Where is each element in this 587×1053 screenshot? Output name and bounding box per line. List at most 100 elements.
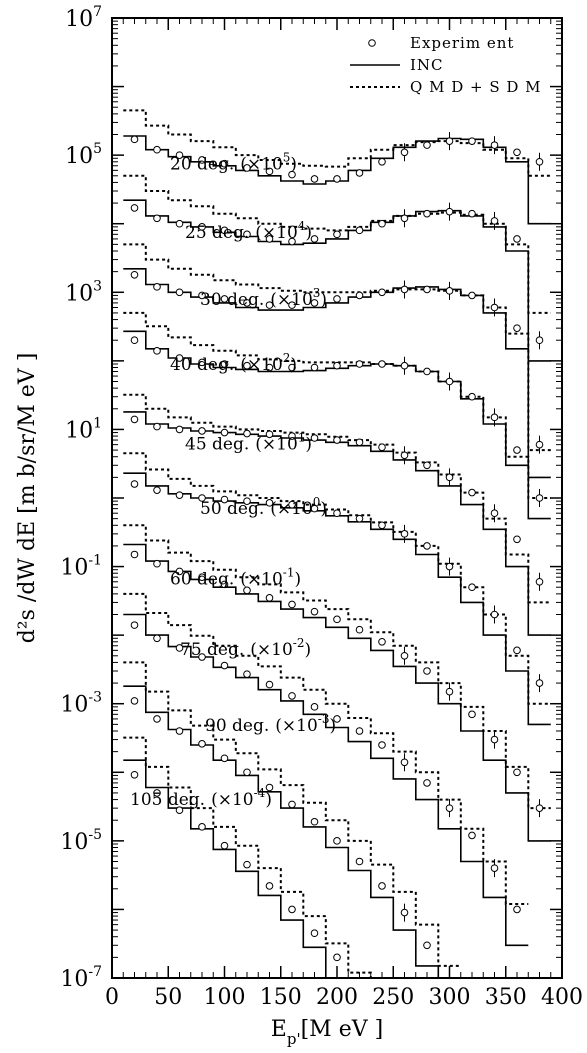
x-tick-label: 100 bbox=[204, 985, 246, 1010]
experiment-point bbox=[130, 621, 139, 629]
curve-factor-close: ) bbox=[304, 640, 311, 660]
curve-factor-close: ) bbox=[320, 499, 327, 519]
y-tick-label: 10-3 bbox=[60, 690, 102, 718]
experiment-point bbox=[153, 347, 161, 355]
curve-factor-exp: 5 bbox=[283, 150, 291, 164]
experiment-point bbox=[333, 436, 341, 444]
experiment-point bbox=[355, 169, 364, 177]
experiment-point bbox=[243, 164, 251, 172]
x-tick-label: 350 bbox=[485, 985, 527, 1010]
curve-label: 45 deg. (×101) bbox=[185, 430, 312, 454]
experiment-point bbox=[220, 661, 229, 670]
curve-factor-close: ) bbox=[305, 434, 312, 454]
experiment-point bbox=[243, 670, 251, 678]
experiment-point bbox=[288, 692, 296, 700]
qmd-sdm-curve bbox=[123, 524, 551, 810]
experiment-point bbox=[310, 299, 319, 307]
experiment-point bbox=[333, 837, 341, 845]
curve-factor-exp: 1 bbox=[298, 430, 306, 444]
inc-curve bbox=[123, 268, 551, 479]
experiment-point bbox=[198, 573, 206, 581]
experiment-point bbox=[153, 634, 161, 643]
experiment-point bbox=[243, 429, 251, 438]
series-group bbox=[123, 243, 551, 479]
series-group bbox=[123, 452, 551, 726]
experiment-point bbox=[400, 908, 409, 917]
experiment-point bbox=[310, 504, 319, 513]
y-tick-label: 107 bbox=[65, 4, 102, 32]
y-tick-label: 10-1 bbox=[60, 553, 102, 581]
experiment-point bbox=[288, 170, 296, 179]
curve-factor: (×10 bbox=[250, 640, 293, 660]
y-tick-label: 101 bbox=[65, 415, 102, 443]
series-group bbox=[123, 393, 551, 636]
series-group bbox=[123, 524, 551, 842]
y-tick-base: 10 bbox=[60, 967, 88, 992]
experiment-point bbox=[220, 754, 229, 763]
experiment-point bbox=[445, 137, 454, 145]
x-axis-title-sub: p' bbox=[287, 1030, 301, 1048]
y-tick-exponent: 5 bbox=[93, 141, 102, 157]
y-tick-label: 103 bbox=[65, 278, 102, 306]
y-tick-label: 105 bbox=[65, 141, 102, 169]
experiment-point bbox=[490, 610, 499, 619]
experiment-point bbox=[153, 422, 161, 431]
experiment-point bbox=[220, 428, 229, 437]
experiment-point bbox=[198, 223, 206, 231]
experiment-point bbox=[378, 882, 386, 890]
curve-label: 40 deg. (×102) bbox=[170, 351, 297, 375]
experiment-point bbox=[378, 157, 386, 166]
experiment-point bbox=[198, 740, 206, 748]
experiment-point bbox=[243, 586, 251, 595]
experiment-point bbox=[198, 358, 206, 367]
curve-factor: (×10 bbox=[240, 355, 283, 375]
x-tick-label: 400 bbox=[541, 985, 583, 1010]
x-axis-title-main: E bbox=[271, 1017, 287, 1042]
experiment-point bbox=[490, 864, 499, 872]
experiment-point bbox=[378, 637, 386, 646]
experiment-point bbox=[265, 594, 274, 602]
y-tick-label: 10-5 bbox=[60, 827, 102, 855]
experiment-point bbox=[220, 159, 229, 168]
y-tick-base: 10 bbox=[60, 693, 88, 718]
experiment-point bbox=[468, 488, 476, 497]
x-tick-label: 250 bbox=[372, 985, 414, 1010]
experiment-point bbox=[490, 509, 499, 518]
experiment-point bbox=[378, 219, 386, 228]
curve-angle: 25 deg. bbox=[185, 223, 249, 243]
experiment-point bbox=[153, 715, 161, 723]
experiment-point bbox=[288, 432, 296, 440]
experiment-point bbox=[220, 580, 229, 589]
experiment-point bbox=[288, 500, 296, 509]
experiment-point bbox=[265, 499, 274, 507]
experiment-point bbox=[310, 175, 319, 183]
inc-curve bbox=[123, 613, 529, 947]
curve-label: 105 deg. (×10-4) bbox=[130, 786, 272, 810]
experiment-point bbox=[265, 167, 274, 176]
curve-factor: (×10 bbox=[255, 434, 298, 454]
experiment-point bbox=[355, 291, 364, 300]
experiment-point bbox=[130, 270, 139, 279]
curve-factor-close: ) bbox=[294, 569, 301, 589]
legend-label: Experim ent bbox=[410, 34, 514, 52]
curve-label: 20 deg. (×105) bbox=[170, 150, 297, 174]
experiment-point bbox=[310, 235, 319, 243]
experiment-point bbox=[243, 299, 251, 307]
experiment-point bbox=[445, 207, 454, 216]
experiment-point bbox=[445, 687, 454, 696]
curve-factor-close: ) bbox=[265, 790, 272, 810]
y-tick-exponent: 3 bbox=[93, 278, 102, 294]
experiment-point bbox=[288, 905, 296, 914]
experiment-point bbox=[445, 287, 454, 295]
experiment-point bbox=[333, 509, 341, 518]
y-tick-label: 10-7 bbox=[60, 964, 102, 992]
curve-label: 30 deg. (×103) bbox=[200, 286, 327, 310]
experiment-point bbox=[243, 361, 251, 370]
experiment-point bbox=[198, 291, 206, 300]
experiment-point bbox=[265, 235, 274, 243]
y-axis-title: d²s /dW dE [m b/sr/M eV ] bbox=[15, 353, 40, 644]
curve-factor-exp: -3 bbox=[318, 712, 330, 726]
experiment-point bbox=[355, 857, 364, 866]
experiment-point bbox=[400, 214, 409, 223]
x-axis-title: Ep'[M eV ] bbox=[271, 1017, 383, 1048]
